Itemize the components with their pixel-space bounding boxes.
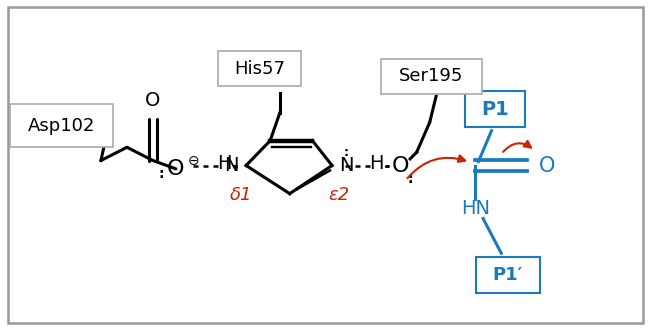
Text: His57: His57 [234, 60, 285, 78]
Text: ε2: ε2 [328, 186, 349, 204]
FancyBboxPatch shape [381, 59, 482, 94]
Text: P1′: P1′ [493, 266, 523, 284]
Text: Asp102: Asp102 [27, 117, 95, 135]
Text: N: N [339, 156, 353, 175]
Text: ⊖: ⊖ [188, 154, 200, 167]
Text: δ1: δ1 [230, 186, 252, 204]
Text: HN: HN [461, 199, 490, 218]
Text: O: O [538, 156, 555, 175]
FancyBboxPatch shape [476, 257, 540, 293]
Text: O: O [392, 156, 409, 175]
Text: H: H [217, 154, 232, 173]
Text: :: : [159, 167, 164, 181]
Text: P1: P1 [481, 100, 508, 119]
FancyBboxPatch shape [218, 51, 301, 86]
Text: O: O [167, 159, 184, 179]
Text: N: N [225, 156, 239, 175]
Text: H: H [369, 154, 383, 173]
Text: O: O [145, 91, 161, 111]
FancyBboxPatch shape [465, 91, 525, 127]
Text: :: : [408, 172, 413, 186]
FancyBboxPatch shape [8, 7, 643, 323]
Text: Ser195: Ser195 [399, 67, 464, 85]
Text: :: : [344, 146, 349, 159]
FancyBboxPatch shape [10, 104, 113, 147]
